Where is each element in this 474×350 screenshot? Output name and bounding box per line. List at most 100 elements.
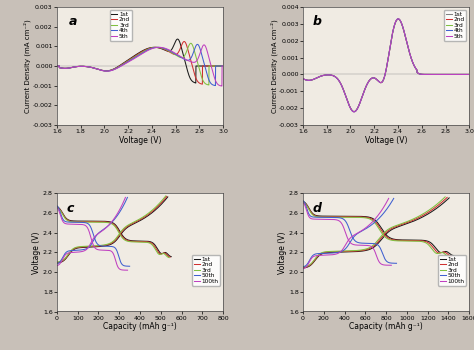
100th bbox=[340, 224, 346, 228]
2nd bbox=[54, 64, 60, 68]
Legend: 1st, 2nd, 3rd, 50th, 100th: 1st, 2nd, 3rd, 50th, 100th bbox=[192, 255, 220, 286]
1st bbox=[339, 214, 345, 218]
2nd bbox=[54, 205, 60, 209]
2nd bbox=[164, 253, 170, 258]
50th bbox=[300, 198, 306, 203]
3rd bbox=[300, 77, 306, 81]
5th bbox=[309, 78, 314, 82]
3rd bbox=[326, 215, 332, 219]
2nd bbox=[462, 72, 467, 77]
1st bbox=[220, 64, 226, 68]
100th bbox=[96, 248, 102, 252]
1st bbox=[462, 72, 467, 77]
1st bbox=[389, 237, 395, 241]
Text: c: c bbox=[67, 202, 74, 215]
2nd bbox=[109, 221, 114, 225]
3rd bbox=[386, 238, 392, 242]
Line: 4th: 4th bbox=[303, 19, 469, 112]
4th bbox=[462, 72, 467, 77]
Line: 4th: 4th bbox=[57, 44, 223, 85]
X-axis label: Voltage (V): Voltage (V) bbox=[365, 135, 407, 145]
3rd bbox=[54, 205, 60, 210]
3rd bbox=[146, 241, 152, 245]
2nd bbox=[309, 78, 314, 82]
2nd bbox=[466, 72, 472, 77]
100th bbox=[125, 268, 130, 272]
50th bbox=[89, 227, 94, 231]
4th bbox=[220, 64, 226, 68]
X-axis label: Capacity (mAh g⁻¹): Capacity (mAh g⁻¹) bbox=[103, 322, 177, 331]
1st bbox=[63, 66, 68, 70]
Line: 3rd: 3rd bbox=[57, 208, 169, 258]
4th bbox=[54, 64, 60, 68]
4th bbox=[431, 72, 437, 77]
Y-axis label: Voltage (V): Voltage (V) bbox=[278, 231, 287, 274]
100th bbox=[316, 217, 321, 221]
100th bbox=[123, 268, 129, 272]
Line: 1st: 1st bbox=[57, 206, 171, 257]
3rd bbox=[54, 64, 60, 68]
1st bbox=[377, 80, 383, 84]
Legend: 1st, 2nd, 3rd, 50th, 100th: 1st, 2nd, 3rd, 50th, 100th bbox=[438, 255, 466, 286]
1st bbox=[54, 64, 60, 68]
3rd bbox=[466, 72, 472, 77]
100th bbox=[54, 205, 60, 210]
2nd bbox=[412, 238, 418, 243]
5th bbox=[63, 66, 68, 70]
50th bbox=[317, 215, 322, 219]
1st bbox=[381, 76, 387, 80]
3rd bbox=[135, 53, 141, 57]
Line: 3rd: 3rd bbox=[57, 43, 223, 85]
3rd bbox=[185, 46, 191, 50]
5th bbox=[135, 54, 141, 58]
Text: b: b bbox=[313, 15, 322, 28]
1st bbox=[462, 72, 467, 77]
4th bbox=[216, 64, 221, 68]
1st bbox=[300, 199, 306, 203]
3rd bbox=[216, 64, 221, 68]
4th bbox=[135, 54, 141, 58]
Y-axis label: Current Density (mA cm⁻²): Current Density (mA cm⁻²) bbox=[270, 19, 278, 113]
1st bbox=[351, 110, 357, 114]
4th bbox=[216, 64, 221, 68]
4th bbox=[185, 58, 191, 62]
Legend: 1st, 2nd, 3rd, 4th, 5th: 1st, 2nd, 3rd, 4th, 5th bbox=[109, 10, 132, 41]
50th bbox=[93, 240, 99, 244]
4th bbox=[212, 83, 218, 88]
3rd bbox=[395, 17, 401, 21]
50th bbox=[394, 261, 400, 265]
50th bbox=[125, 264, 131, 268]
2nd bbox=[300, 200, 306, 204]
4th bbox=[130, 56, 136, 61]
3rd bbox=[188, 41, 194, 46]
3rd bbox=[377, 80, 383, 84]
3rd bbox=[398, 239, 404, 243]
2nd bbox=[220, 64, 226, 68]
3rd bbox=[351, 110, 357, 114]
5th bbox=[431, 72, 437, 77]
5th bbox=[377, 80, 383, 84]
3rd bbox=[300, 200, 306, 204]
5th bbox=[185, 58, 191, 63]
2nd bbox=[367, 216, 373, 221]
1st bbox=[148, 240, 154, 244]
100th bbox=[88, 234, 93, 238]
3rd bbox=[216, 64, 221, 68]
3rd bbox=[130, 56, 136, 60]
3rd bbox=[462, 72, 467, 77]
1st bbox=[165, 253, 171, 257]
50th bbox=[342, 219, 348, 223]
Text: a: a bbox=[69, 15, 77, 28]
100th bbox=[92, 246, 98, 250]
50th bbox=[89, 228, 95, 232]
50th bbox=[54, 204, 60, 208]
5th bbox=[381, 76, 387, 80]
4th bbox=[63, 66, 68, 70]
2nd bbox=[115, 228, 121, 232]
2nd bbox=[449, 254, 455, 258]
3rd bbox=[366, 217, 372, 221]
100th bbox=[389, 263, 394, 267]
5th bbox=[54, 64, 60, 68]
1st bbox=[451, 253, 456, 258]
2nd bbox=[185, 48, 191, 52]
